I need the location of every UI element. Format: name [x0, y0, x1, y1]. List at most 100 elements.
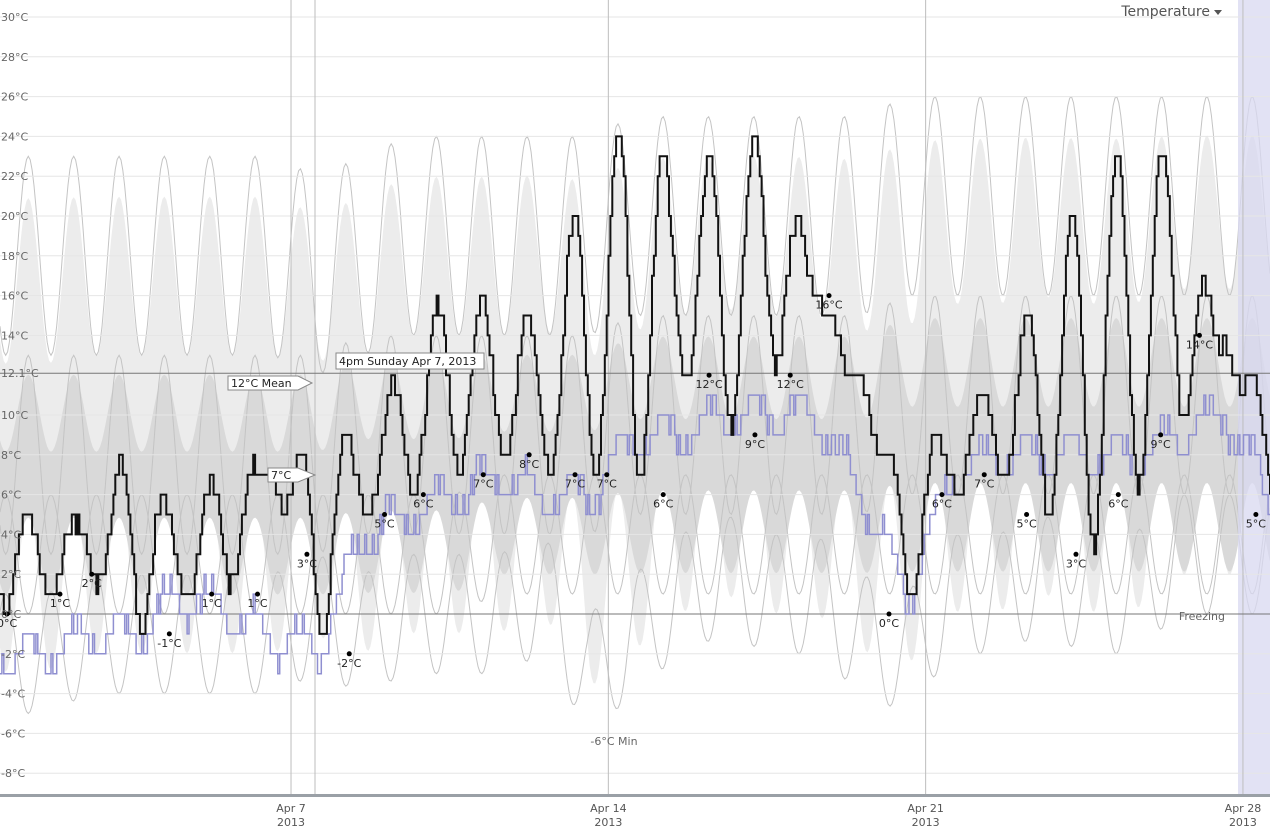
x-tick-year: 2013 [277, 816, 305, 828]
point-marker [752, 432, 758, 438]
point-label: 6°C [653, 498, 673, 511]
x-tick-label: Apr 28 [1225, 802, 1262, 815]
x-tick-label: Apr 14 [590, 802, 627, 815]
point-label: -2°C [337, 657, 361, 670]
point-marker [255, 591, 261, 597]
reference-lines [0, 372, 1270, 615]
point-marker [826, 293, 832, 299]
point-label: 12°C [695, 378, 722, 391]
point-marker [660, 492, 666, 498]
point-label: 14°C [1186, 338, 1213, 351]
min-label: -6°C Min [590, 735, 637, 748]
y-tick-label: 28°C [1, 51, 28, 64]
point-label: -1°C [157, 637, 181, 650]
point-label: 0°C [0, 617, 17, 630]
point-label: 7°C [473, 478, 493, 491]
point-marker [420, 492, 426, 498]
x-tick-year: 2013 [912, 816, 940, 828]
point-marker [1024, 512, 1030, 517]
point-label: 0°C [879, 617, 899, 630]
point-marker [166, 631, 172, 637]
point-label: 6°C [413, 498, 433, 511]
point-marker [1115, 492, 1121, 498]
point-marker [4, 611, 10, 617]
chevron-down-icon [1214, 9, 1222, 15]
annotations: 12°C Mean 4pm Sunday Apr 7, 2013 7°C -6°C M… [227, 352, 1225, 748]
y-tick-label: 4°C [1, 528, 21, 541]
x-axis-bar [0, 794, 1270, 797]
metric-dropdown[interactable]: Temperature [1121, 4, 1222, 20]
point-label: 1°C [202, 597, 222, 610]
point-label: 6°C [932, 498, 952, 511]
point-marker [981, 472, 987, 478]
point-label: 8°C [519, 458, 539, 471]
metric-dropdown-label: Temperature [1121, 4, 1210, 20]
historic-lines [0, 96, 1270, 715]
historic-line [0, 474, 1270, 615]
point-labels: 0°C 1°C 2°C -1°C 1°C 1°C 3°C -2°C 5°C 6°C 7°C 8°C 7°… [0, 293, 1266, 670]
point-label: 7°C [565, 478, 585, 491]
y-tick-label: 18°C [1, 250, 28, 263]
point-label: 1°C [50, 597, 70, 610]
y-axis: -8°C -6°C -4°C -2°C 0°C 2°C 4°C 6°C 8°C 10°C 14°C 1… [1, 11, 39, 780]
point-marker [1073, 551, 1079, 557]
point-marker [706, 372, 712, 378]
y-tick-label: 20°C [1, 210, 28, 223]
point-marker [787, 372, 793, 378]
historic-line [0, 494, 1270, 715]
y-tick-label: -4°C [1, 688, 25, 701]
y-tick-label: 8°C [1, 449, 21, 462]
point-marker [346, 651, 352, 657]
x-tick-year: 2013 [1229, 816, 1257, 828]
point-label: 3°C [1066, 557, 1086, 570]
point-label: 9°C [1151, 438, 1171, 451]
y-tick-label: 24°C [1, 130, 28, 143]
y-tick-label: 22°C [1, 170, 28, 183]
x-tick-label: Apr 7 [276, 802, 306, 815]
mean-callout-label: 12°C Mean [231, 377, 292, 390]
hover-value-label: 7°C [271, 469, 291, 482]
point-label: 3°C [297, 557, 317, 570]
x-tick-year: 2013 [594, 816, 622, 828]
hover-tooltip-box [335, 352, 485, 370]
point-marker [57, 591, 63, 597]
point-marker [604, 472, 610, 478]
point-label: 7°C [597, 478, 617, 491]
point-marker [480, 472, 486, 478]
point-marker [382, 512, 388, 517]
observed-temperature-series [0, 135, 1270, 635]
freezing-label: Freezing [1179, 610, 1225, 623]
hover-value-callout [267, 467, 317, 483]
point-label: 2°C [82, 577, 102, 590]
point-marker [304, 551, 310, 557]
y-tick-label: -6°C [1, 727, 25, 740]
point-label: 1°C [247, 597, 267, 610]
point-label: 9°C [745, 438, 765, 451]
y-tick-label: 26°C [1, 91, 28, 104]
point-marker [572, 472, 578, 478]
point-label: 5°C [1016, 518, 1036, 531]
point-label: 16°C [815, 299, 842, 312]
y-tick-label: 10°C [1, 409, 28, 422]
y-tick-label: 6°C [1, 489, 21, 502]
point-marker [1253, 512, 1259, 517]
point-label: 5°C [1246, 518, 1266, 531]
historic-line [0, 96, 1270, 374]
y-tick-label: -8°C [1, 767, 25, 780]
y-tick-label: 14°C [1, 329, 28, 342]
y-tick-label: 2°C [1, 568, 21, 581]
y-tick-label: 16°C [1, 290, 28, 303]
x-tick-label: Apr 21 [907, 802, 944, 815]
point-label: 6°C [1108, 498, 1128, 511]
point-label: 12°C [777, 378, 804, 391]
point-marker [209, 591, 215, 597]
point-marker [526, 452, 532, 458]
point-marker [886, 611, 892, 617]
mean-axis-label: 12.1°C [1, 367, 39, 380]
point-label: 5°C [374, 518, 394, 531]
point-marker [1196, 332, 1202, 338]
y-tick-label: 30°C [1, 11, 28, 24]
mean-callout [227, 375, 314, 391]
